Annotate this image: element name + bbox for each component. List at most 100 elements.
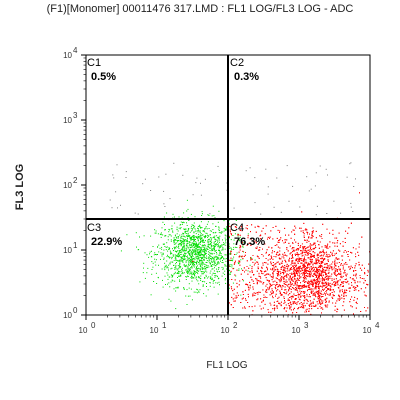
event-dot <box>284 307 286 309</box>
event-dot <box>341 281 343 283</box>
event-dot <box>272 291 274 293</box>
event-dot <box>219 252 221 254</box>
event-dot <box>211 250 213 251</box>
event-dot <box>310 269 312 271</box>
event-dot <box>359 275 361 276</box>
event-dot <box>196 249 198 251</box>
event-dot <box>261 272 263 274</box>
event-dot <box>170 253 172 255</box>
event-dot <box>341 285 343 287</box>
event-dot <box>199 251 201 253</box>
event-dot <box>282 277 284 279</box>
event-dot <box>168 269 169 271</box>
event-dot <box>153 281 155 282</box>
event-dot <box>354 280 356 282</box>
event-dot <box>173 242 175 244</box>
event-dot <box>233 293 235 295</box>
event-dot <box>269 283 271 285</box>
event-dot <box>325 273 327 275</box>
event-dot <box>191 260 193 262</box>
event-dot <box>211 248 212 250</box>
event-dot <box>293 229 295 231</box>
event-dot <box>213 232 215 234</box>
event-dot <box>337 287 339 288</box>
event-dot <box>202 268 204 269</box>
event-dot <box>284 292 285 294</box>
event-dot <box>329 293 331 295</box>
event-dot <box>193 227 195 229</box>
event-dot <box>322 293 324 295</box>
event-dot <box>179 250 181 252</box>
event-dot <box>332 294 334 296</box>
event-dot <box>306 285 308 287</box>
event-dot <box>197 258 199 260</box>
event-dot <box>236 247 238 248</box>
event-dot <box>338 280 340 282</box>
event-dot <box>163 243 165 245</box>
event-dot <box>300 287 302 289</box>
event-dot <box>276 261 278 263</box>
event-dot <box>311 236 313 238</box>
event-dot <box>315 245 316 247</box>
event-dot <box>294 274 296 276</box>
event-dot <box>246 228 248 230</box>
event-dot <box>230 273 231 275</box>
event-dot <box>186 222 187 224</box>
event-dot <box>228 265 230 267</box>
event-dot <box>279 263 281 265</box>
event-dot <box>177 265 179 267</box>
event-dot <box>299 265 301 267</box>
event-dot <box>244 271 245 273</box>
event-dot <box>167 274 169 276</box>
event-dot <box>316 269 318 271</box>
event-dot <box>241 241 243 243</box>
event-dot <box>246 284 248 285</box>
event-dot <box>242 307 244 309</box>
event-dot <box>215 240 216 242</box>
event-dot <box>164 235 166 237</box>
event-dot <box>211 252 213 254</box>
event-dot <box>298 259 300 260</box>
event-dot <box>309 249 311 251</box>
event-dot <box>209 234 211 236</box>
event-dot <box>193 273 195 275</box>
event-dot <box>289 283 291 285</box>
event-dot <box>321 234 323 236</box>
event-dot <box>172 250 174 252</box>
event-dot <box>182 254 184 256</box>
event-dot <box>323 267 325 268</box>
event-dot <box>199 230 201 232</box>
event-dot <box>331 279 333 281</box>
event-dot <box>342 241 344 243</box>
event-dot <box>334 309 336 311</box>
event-dot <box>341 255 343 257</box>
event-dot <box>339 279 341 281</box>
event-dot <box>186 271 188 273</box>
event-dot <box>198 258 200 260</box>
event-dot <box>194 264 196 266</box>
event-dot <box>349 277 351 279</box>
event-dot <box>210 258 212 260</box>
event-dot <box>322 278 324 280</box>
event-dot <box>187 255 188 257</box>
event-dot <box>193 261 195 263</box>
event-dot <box>228 287 230 289</box>
event-dot <box>309 258 311 260</box>
event-dot <box>187 238 188 240</box>
event-dot <box>186 270 188 272</box>
event-dot <box>318 276 319 278</box>
event-dot <box>344 250 346 251</box>
event-dot <box>164 275 166 277</box>
event-dot <box>281 256 283 258</box>
event-dot <box>306 254 308 256</box>
event-dot <box>320 303 321 305</box>
event-dot <box>199 232 201 233</box>
event-dot <box>180 237 182 239</box>
event-dot <box>321 296 322 298</box>
event-dot <box>174 254 176 256</box>
event-dot <box>309 261 311 262</box>
event-dot <box>179 275 181 277</box>
event-dot <box>357 251 359 253</box>
event-dot <box>170 239 172 241</box>
event-dot <box>213 248 215 250</box>
